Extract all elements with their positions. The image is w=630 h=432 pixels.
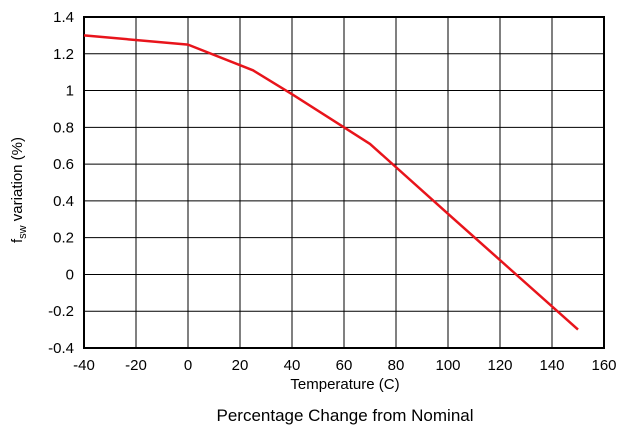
chart-caption: Percentage Change from Nominal [216,406,473,425]
y-axis-label-prefix: f [9,238,26,243]
y-tick-label: 1 [66,83,74,100]
x-tick-label: -20 [125,357,147,374]
x-tick-label: 160 [591,357,616,374]
y-tick-label: 0.2 [53,230,74,247]
y-axis-label-subscript: sw [17,225,29,239]
x-tick-labels: -40 -20 0 20 40 60 80 100 120 140 160 [73,357,616,374]
y-tick-label: 0.4 [53,193,74,210]
y-axis-label: fsw variation (%) [9,137,29,243]
y-tick-label: 0.8 [53,119,74,136]
y-tick-label: 0 [66,266,74,283]
y-tick-label: -0.4 [48,340,74,357]
y-tick-label: 1.4 [53,9,74,26]
x-tick-label: 100 [435,357,460,374]
x-tick-label: 60 [336,357,353,374]
series-layer [83,34,579,331]
grid [83,16,605,349]
y-tick-label: 1.2 [53,46,74,63]
x-tick-label: -40 [73,357,95,374]
y-tick-labels: -0.4 -0.2 0 0.2 0.4 0.6 0.8 1 1.2 1.4 [48,9,74,357]
series-line [83,34,579,331]
x-tick-label: 20 [232,357,249,374]
x-tick-label: 140 [539,357,564,374]
y-tick-label: -0.2 [48,303,74,320]
x-tick-label: 120 [487,357,512,374]
y-tick-label: 0.6 [53,156,74,173]
x-tick-label: 40 [284,357,301,374]
plot-frame [83,16,605,349]
x-axis-label: Temperature (C) [290,376,399,393]
y-axis-label-suffix: variation (%) [9,137,26,225]
x-tick-label: 0 [184,357,192,374]
x-tick-label: 80 [388,357,405,374]
